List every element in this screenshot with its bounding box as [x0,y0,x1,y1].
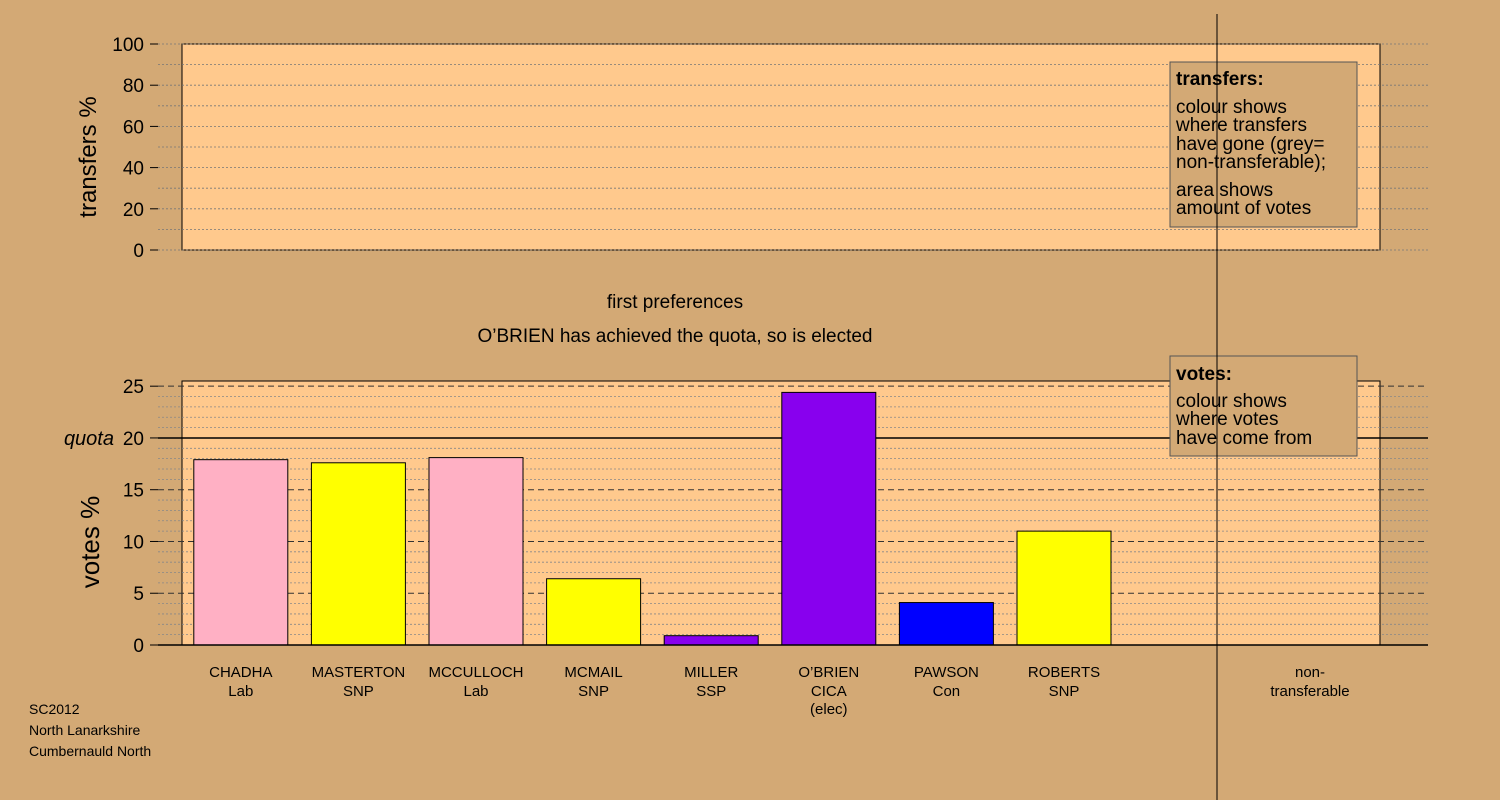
nontransferable-label: transferable [1270,683,1349,700]
candidate-name-label: CHADHA [209,664,272,681]
candidate-party-label: SSP [696,683,726,700]
votes-legend-line: have come from [1176,428,1312,449]
candidate-name-label: PAWSON [914,664,979,681]
vote-bar [663,635,759,646]
votes-tick-label: 10 [123,532,144,553]
chart-subtitle: O’BRIEN has achieved the quota, so is el… [477,326,872,347]
vote-bar [428,457,524,646]
footer-line: North Lanarkshire [29,722,140,738]
candidate-labels: CHADHA Lab MASTERTON SNP MCCULLOCH Lab MCMAIL S… [209,664,1100,718]
candidate-name-label: MCCULLOCH [428,664,523,681]
candidate-party-label: CICA [811,683,847,700]
vote-bar [310,462,406,646]
candidate-name-label: MILLER [684,664,738,681]
transfers-y-ticks: 0 20 40 60 80 100 [112,35,158,262]
candidate-party-label: SNP [343,683,374,700]
candidate-party-label: Lab [463,683,488,700]
footer: SC2012 North Lanarkshire Cumbernauld Nor… [29,701,151,759]
footer-line: Cumbernauld North [29,743,151,759]
transfers-y-axis-label: transfers % [75,96,102,217]
votes-y-ticks: 0 5 10 15 20 25 [123,377,158,657]
candidate-party-label: Con [933,683,961,700]
vote-bar [546,578,642,646]
votes-tick-label: 5 [133,584,144,605]
transfers-legend-title: transfers: [1176,69,1264,90]
candidate-name-label: O’BRIEN [798,664,859,681]
transfers-legend-line: non-transferable); [1176,152,1326,173]
transfers-legend-line: area shows [1176,180,1273,201]
transfers-legend-line: colour shows [1176,97,1287,118]
candidate-name-label: ROBERTS [1028,664,1100,681]
votes-y-axis-label: votes % [75,496,105,589]
nontransferable-label: non- [1295,664,1325,681]
vote-bar [781,391,877,646]
footer-line: SC2012 [29,701,80,717]
vote-bar [193,459,289,646]
transfers-legend-line: have gone (grey= [1176,134,1324,155]
candidate-party-label: Lab [228,683,253,700]
transfers-legend-box [1169,61,1358,228]
transfers-tick-label: 60 [123,117,144,138]
transfers-legend-line: amount of votes [1176,198,1311,219]
transfers-tick-label: 0 [133,241,144,262]
votes-legend: votes: colour shows where votes have com… [1169,355,1358,457]
votes-legend-box [1169,355,1358,457]
candidate-party-label: SNP [578,683,609,700]
transfers-legend: transfers: colour shows where transfers … [1169,61,1358,228]
votes-legend-title: votes: [1176,364,1232,385]
transfers-tick-label: 80 [123,76,144,97]
votes-tick-label: 20 [123,429,144,450]
transfers-tick-label: 40 [123,159,144,180]
vote-bar [1016,530,1112,646]
candidate-name-label: MASTERTON [312,664,406,681]
transfers-tick-label: 100 [112,35,144,56]
votes-tick-label: 0 [133,636,144,657]
votes-tick-label: 25 [123,377,144,398]
candidate-note-label: (elec) [810,701,848,718]
chart-title: first preferences [607,292,743,313]
transfers-tick-label: 20 [123,200,144,221]
candidate-party-label: SNP [1049,683,1080,700]
vote-bar [898,602,994,646]
transfers-legend-line: where transfers [1175,115,1307,136]
votes-tick-label: 15 [123,481,144,502]
quota-label: quota [64,428,114,450]
votes-legend-line: where votes [1175,409,1278,430]
votes-bars [193,391,1112,646]
candidate-name-label: MCMAIL [564,664,622,681]
votes-legend-line: colour shows [1176,391,1287,412]
